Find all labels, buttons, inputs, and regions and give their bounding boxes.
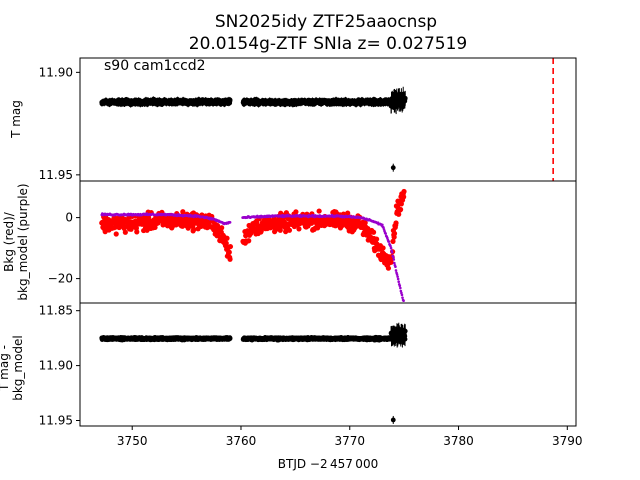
background-point [226,249,232,255]
background-point [316,208,322,214]
background-point [374,236,380,242]
y-tick-label: −20 [48,272,73,286]
panel-top-data [99,58,554,181]
background-point [223,240,229,246]
chart-title-line2: 20.0154g-ZTF SNIa z= 0.027519 [189,34,467,54]
background-point [191,226,197,233]
chart-title-line1: SN2025idy ZTF25aaocnsp [215,12,437,32]
y-tick-label: 0 [65,211,73,225]
background-point [227,243,234,250]
background-point [401,194,407,200]
background-model-point [390,251,394,254]
background-point [396,211,402,217]
background-model-point [393,261,396,265]
panel-middle-ylabel-line2: bkg_model (purple) [16,183,30,300]
background-model-point [400,293,404,297]
background-point [401,188,407,195]
outlier-point [390,165,396,171]
y-tick-label: 11.95 [39,168,73,182]
panel-middle: 0 −20 Bkg (red)/ bkg_model (purple) [2,180,577,304]
background-model-point [384,232,387,235]
background-model-point [381,223,384,227]
background-model-point [389,246,393,250]
panel-top-yticks: 11.90 11.95 [39,65,80,182]
background-point [370,229,377,235]
panel-middle-ylabel-line1: Bkg (red)/ [2,211,16,272]
background-model-point [394,265,397,269]
background-model-point [398,284,402,288]
y-tick-label: 11.90 [39,65,73,79]
background-point [134,229,140,235]
background-model-point [394,269,398,272]
background-model-point [397,280,401,283]
background-model-point [387,240,391,243]
background-point [296,226,302,232]
background-model-point [395,273,399,276]
panel-top: 11.90 11.95 s90 cam1ccd2 T mag [9,57,577,182]
background-point [286,227,293,233]
background-point [393,220,399,226]
panel-middle-yticks: 0 −20 [48,211,80,286]
background-point [219,225,225,231]
background-point [246,238,252,244]
panel-top-annotation: s90 cam1ccd2 [104,58,206,74]
panel-bottom-data [99,322,408,424]
background-point [385,265,392,271]
background-point [113,231,119,237]
background-model-point [396,275,399,278]
background-model-point [402,299,405,302]
panel-top-ylabel: T mag [9,100,23,139]
background-model-point [401,296,404,299]
background-point [293,209,299,215]
background-point [390,238,396,244]
background-point [315,225,321,231]
background-model-point [399,286,402,290]
background-point [398,206,404,213]
background-point [122,229,128,235]
background-point [380,245,386,251]
background-point [362,220,368,226]
background-point [391,230,398,237]
background-point [345,210,351,216]
background-point [180,209,186,215]
background-model-point [228,221,232,224]
background-model-point [392,258,396,261]
data-point [402,95,408,101]
background-model-point [391,255,395,259]
background-model-point [396,277,400,281]
background-point [152,224,158,231]
panel-middle-data [99,188,407,302]
background-point [227,256,233,262]
background-point [338,223,345,229]
background-point [224,235,230,241]
data-point [227,97,233,103]
